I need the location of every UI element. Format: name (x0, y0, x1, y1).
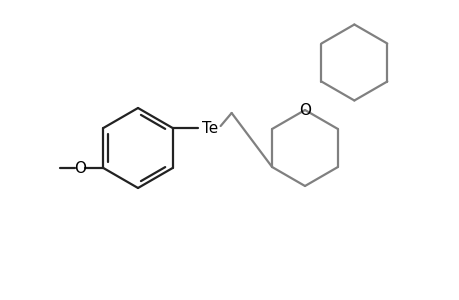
Text: O: O (298, 103, 310, 118)
Text: Te: Te (201, 121, 217, 136)
Text: O: O (74, 160, 86, 175)
